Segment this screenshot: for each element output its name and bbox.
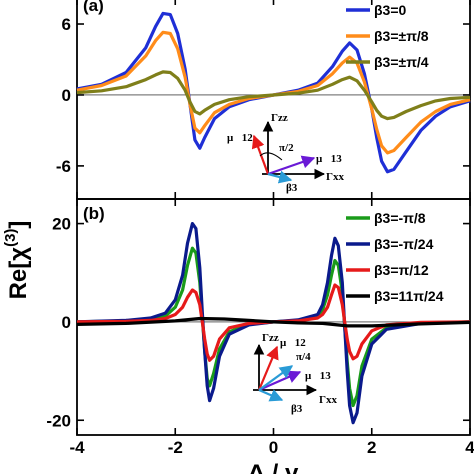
inset-a-mu12: μ⃗12 (227, 132, 253, 144)
panel-b-frame (76, 198, 471, 436)
y-axis-label-main: Re[χ (5, 247, 32, 300)
legend-label: β3=±π/4 (374, 54, 429, 70)
y-tick-label: 0 (62, 313, 71, 332)
series-line (76, 316, 471, 328)
inset-b-gamma-xx: Γxx (319, 394, 337, 406)
panel-b-inset-diagram: Γzz Γxx μ⃗12 μ⃗13 β3 π/4 (253, 332, 337, 415)
inset-b-angle: π/4 (296, 351, 311, 363)
x-tick-label: 4 (465, 438, 474, 457)
y-axis-label: Re[χ(3)] (2, 221, 32, 300)
y-tick-label: 0 (62, 86, 71, 105)
legend-label: β3=11π/24 (374, 288, 444, 304)
panel-a-legend: β3=0 β3=±π/8 β3=±π/4 (346, 2, 429, 70)
mu13-vector-secondary (258, 365, 294, 391)
inset-a-angle: π/2 (279, 142, 294, 154)
y-tick-label: -20 (46, 411, 71, 430)
inset-b-beta3: β3 (291, 403, 303, 415)
series-line (76, 70, 471, 121)
legend-label: β3=0 (374, 2, 407, 18)
legend-label: β3=-π/8 (374, 210, 426, 226)
x-tick-label: 2 (367, 438, 376, 457)
inset-b-mu12: μ⃗12 (280, 337, 306, 349)
legend-label: β3=π/12 (374, 262, 429, 278)
x-tick-label: 0 (269, 438, 278, 457)
beta3-vector (258, 388, 284, 402)
inset-a-gamma-zz: Γzz (271, 112, 288, 124)
beta3-vector (267, 170, 293, 184)
y-axis-label-close: ] (5, 221, 32, 229)
mu12-vector (257, 345, 279, 391)
inset-a-beta3: β3 (286, 182, 298, 194)
legend-label: β3=-π/24 (374, 236, 434, 252)
x-tick-label: -4 (69, 438, 85, 457)
series-line (76, 30, 471, 155)
x-tick-label: -2 (168, 438, 183, 457)
y-tick-label: 6 (62, 15, 71, 34)
panel-a-label: (a) (83, 0, 104, 15)
inset-b-mu13: μ⃗13 (305, 370, 331, 382)
angle-arc (259, 152, 283, 161)
y-axis-label-sup: (3) (2, 229, 19, 247)
panel-b-label: (b) (83, 204, 105, 223)
y-tick-label: 20 (52, 215, 71, 234)
mu13-vector (267, 155, 316, 176)
x-axis-label: Δ / γ (248, 460, 299, 474)
panel-b-curves (76, 222, 471, 425)
panel-b-legend: β3=-π/8 β3=-π/24 β3=π/12 β3=11π/24 (346, 210, 444, 304)
panel-a-curves (76, 11, 471, 174)
svg-text:Re[χ(3)]: Re[χ(3)] (2, 221, 32, 300)
y-tick-label: -6 (56, 157, 71, 176)
inset-a-gamma-xx: Γxx (326, 171, 344, 183)
inset-b-gamma-zz: Γzz (262, 332, 279, 344)
inset-a-mu13: μ⃗13 (316, 153, 342, 165)
mu13-vector (258, 370, 302, 392)
legend-label: β3=±π/8 (374, 28, 429, 44)
panel-a-inset-diagram: Γzz Γxx μ⃗12 μ⃗13 β3 π/2 (227, 112, 344, 194)
